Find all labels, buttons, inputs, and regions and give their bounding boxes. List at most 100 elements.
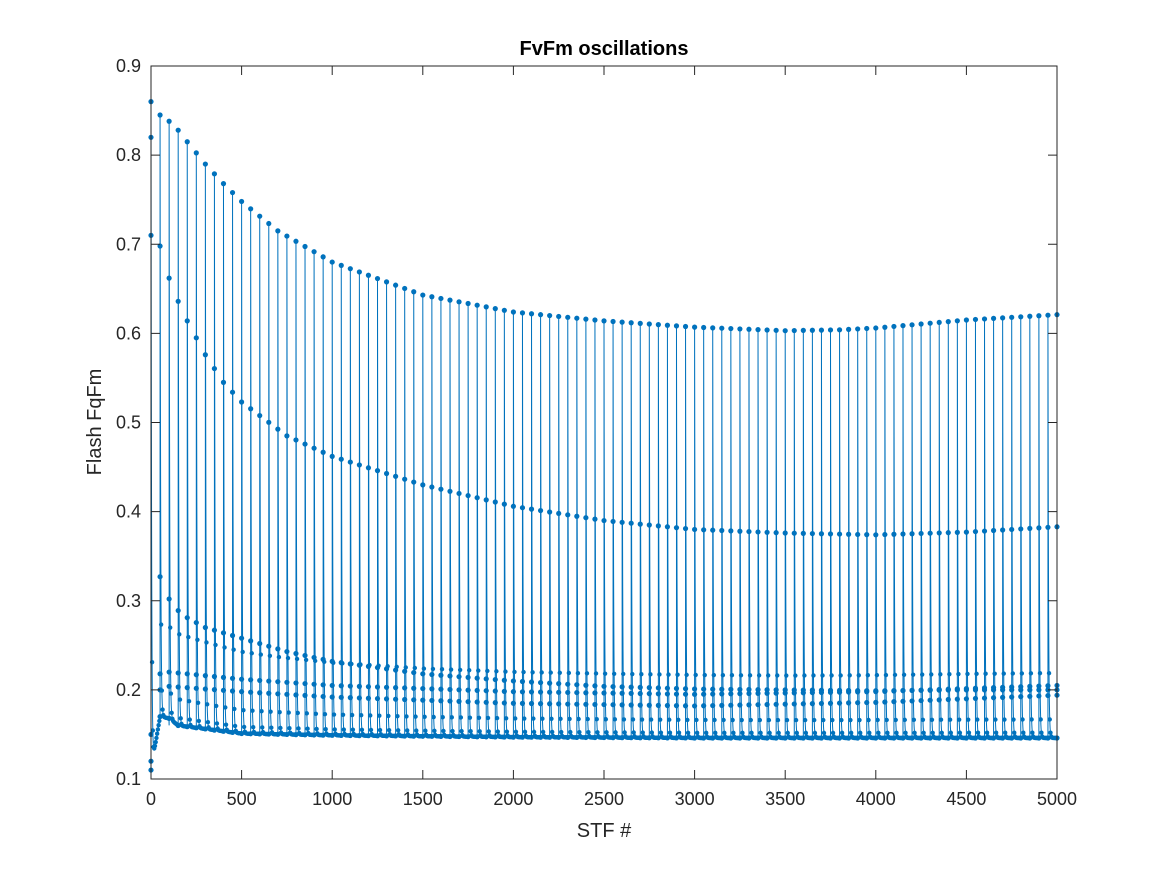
data-point [873,689,879,695]
data-point [648,672,653,677]
data-point [510,734,515,740]
data-point [892,672,898,678]
data-point [1000,684,1006,690]
data-point [229,189,236,196]
data-point [755,327,761,333]
data-point [655,702,661,708]
data-point [710,691,716,697]
data-point [302,243,308,250]
data-point [900,735,905,741]
data-point [322,711,328,717]
data-point [855,700,861,706]
data-point [657,672,662,677]
series-markers [148,683,1060,764]
data-point [821,717,826,723]
data-point [447,686,453,693]
data-point [512,669,517,675]
data-point [556,510,562,517]
data-point [402,668,408,674]
data-point [248,689,254,695]
data-point [157,718,162,724]
data-point [873,699,879,705]
data-point [719,691,725,697]
data-point [413,714,418,719]
data-point [293,680,299,686]
data-point [177,632,182,637]
data-point [501,307,507,313]
data-point [865,673,871,678]
data-point [222,645,227,650]
data-point [211,673,218,680]
data-point [447,488,453,494]
data-point [157,574,163,580]
data-point [1009,314,1015,320]
data-point [483,676,489,682]
data-point [692,691,698,697]
data-point [519,734,524,740]
data-point [340,712,346,717]
data-point [602,671,608,676]
data-point [673,323,680,329]
data-point [1027,313,1033,319]
data-point [256,731,262,737]
data-point [1009,694,1015,700]
data-point [456,299,462,305]
data-point [485,668,490,674]
data-point [773,701,779,707]
data-point [178,716,183,721]
data-point [564,735,570,740]
data-point [739,717,744,723]
data-point [260,725,265,730]
data-point [827,689,834,695]
data-point [338,694,344,700]
data-point [947,717,953,722]
data-point [710,702,716,709]
data-point [610,690,616,696]
data-point [474,699,480,705]
data-point [540,716,545,721]
data-point [773,735,778,741]
data-point [664,691,671,697]
data-point [349,712,355,718]
data-point [241,724,247,730]
data-point [583,690,589,696]
data-point [728,686,734,692]
data-point [621,717,627,722]
data-point [902,717,907,723]
data-point [694,730,700,736]
data-point [954,318,960,324]
data-point [411,289,417,295]
data-point [503,669,508,674]
data-point [900,531,906,537]
data-point [764,735,769,741]
data-point [476,715,482,721]
data-point [175,722,180,728]
data-point [584,671,590,676]
data-point [704,730,709,736]
data-point [657,717,663,722]
data-point [664,702,671,709]
data-point [329,453,335,459]
data-point [555,735,561,740]
data-point [530,670,535,675]
data-point [537,735,543,740]
data-point [891,735,896,741]
x-axis-label: STF # [577,820,632,842]
data-point [175,670,181,676]
data-point [667,717,672,722]
data-point [764,701,770,708]
y-tick-label: 0.7 [116,234,141,254]
data-point [984,717,989,722]
data-point [900,688,906,694]
data-point [302,692,308,699]
data-point [383,733,389,739]
data-point [827,531,834,537]
data-point [765,673,771,678]
data-point [320,693,326,700]
data-point [331,712,337,717]
data-point [827,327,834,333]
data-point [152,743,158,749]
data-point [177,697,183,702]
data-point [457,667,463,673]
data-point [710,325,716,331]
